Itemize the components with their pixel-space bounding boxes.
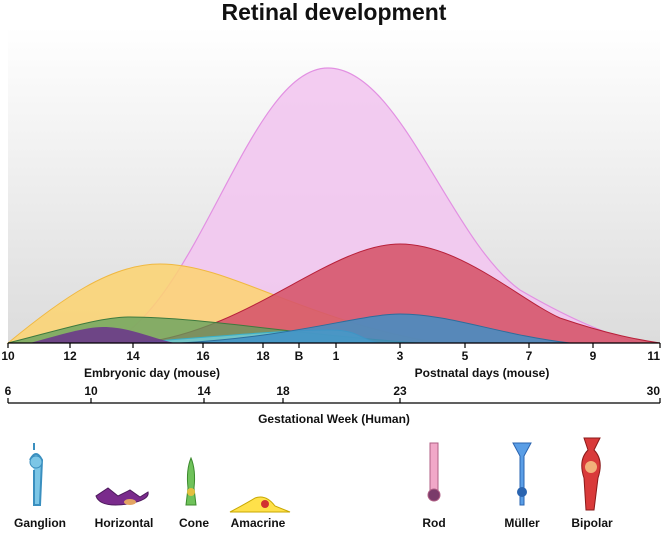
tick-label: 23 [393,384,407,398]
area-amacrine [30,327,175,343]
tick-label: 14 [126,349,140,363]
icon-horizontal [95,487,149,506]
axis-title: Embryonic day (mouse) [84,366,220,380]
icon-muller-nucleus [517,487,527,497]
tick-label: 18 [256,349,270,363]
tick-label: 1 [333,349,340,363]
tick-label: 16 [196,349,210,363]
title: Retinal development [222,0,447,25]
area-rod [109,67,641,344]
icon-ganglion [29,443,44,506]
tick-label: 14 [197,384,211,398]
human-axis: 6 10 14 18 23 30 Gestational Week (Human… [5,384,661,426]
icon-cone-nucleus [187,488,195,496]
tick-label: 11 [647,349,660,363]
tick-label: 12 [63,349,77,363]
cell-label: Müller [504,516,540,530]
mouse-axis: 10 12 14 16 18 B 1 3 5 7 9 11 Embryonic … [1,342,661,380]
axis-title: Gestational Week (Human) [258,412,410,426]
cell-label: Cone [179,516,209,530]
cell-label: Amacrine [231,516,286,530]
tick-label: 7 [526,349,533,363]
tick-label: 6 [5,384,12,398]
cell-label: Ganglion [14,516,66,530]
axis-title: Postnatal days (mouse) [415,366,550,380]
cell-icons [29,437,601,513]
area-muller [179,313,571,344]
icon-rod-body [427,488,441,502]
area-bipolar [139,243,661,344]
tick-label: 10 [84,384,98,398]
icon-amacrine-nucleus [261,500,269,508]
tick-label: B [295,349,304,363]
icon-rod [429,442,439,492]
icon-horizontal-nucleus [124,499,136,505]
icon-amacrine [229,496,291,513]
icon-ganglion-body [29,455,43,469]
cell-label: Horizontal [95,516,154,530]
icon-bipolar-nucleus [585,461,597,473]
tick-label: 9 [590,349,597,363]
curves [6,67,661,344]
icon-bipolar [581,437,601,511]
tick-label: 10 [1,349,15,363]
tick-label: 30 [647,384,661,398]
cell-labels: Ganglion Horizontal Cone Amacrine Rod Mü… [14,516,613,530]
cell-label: Bipolar [571,516,613,530]
tick-label: 5 [462,349,469,363]
icon-muller [512,442,532,506]
tick-label: 3 [397,349,404,363]
icon-cone [185,456,197,506]
tick-label: 18 [276,384,290,398]
cell-label: Rod [422,516,445,530]
